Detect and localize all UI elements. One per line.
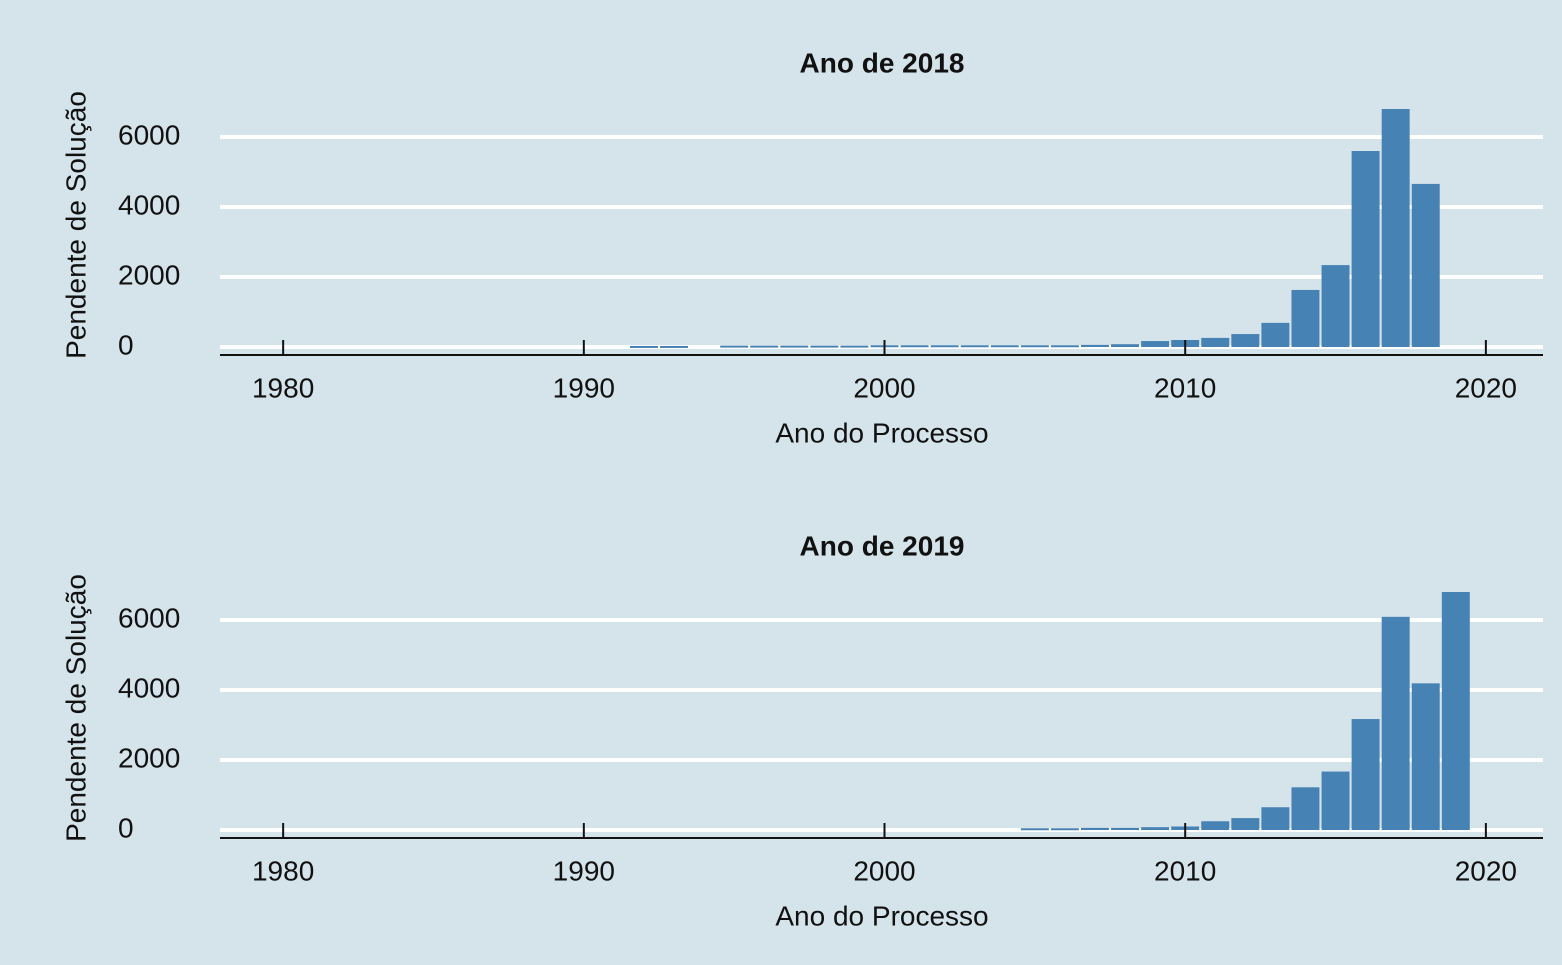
bar — [1261, 807, 1290, 830]
x-axis-label: Ano do Processo — [775, 417, 988, 448]
bar — [1231, 334, 1260, 347]
bar — [930, 345, 959, 348]
bar — [1201, 337, 1230, 347]
bar — [810, 345, 839, 348]
bar — [900, 345, 929, 348]
bar — [1081, 344, 1109, 347]
y-tick-label: 0 — [118, 329, 134, 360]
x-tick-label: 2010 — [1154, 372, 1216, 403]
bar — [1020, 828, 1049, 831]
x-axis-label: Ano do Processo — [775, 900, 988, 931]
bar — [1261, 322, 1290, 347]
y-tick-label: 6000 — [118, 119, 180, 150]
y-tick-label: 4000 — [118, 189, 180, 220]
bar — [660, 345, 689, 348]
bar — [1050, 345, 1079, 348]
bar — [1291, 289, 1320, 347]
y-axis-label: Pendente de Solução — [60, 574, 91, 842]
y-tick-label: 6000 — [118, 602, 180, 633]
bar — [1141, 341, 1170, 347]
x-tick-label: 1980 — [252, 372, 314, 403]
bar — [1141, 827, 1170, 830]
bar — [1050, 828, 1079, 831]
x-tick-label: 2020 — [1455, 372, 1517, 403]
bar — [1291, 787, 1320, 830]
bar — [1351, 719, 1380, 830]
bar — [1381, 616, 1410, 830]
bar — [1321, 265, 1350, 347]
x-tick-label: 2010 — [1154, 855, 1216, 886]
bar — [1321, 771, 1350, 830]
bar — [750, 345, 779, 348]
x-tick-label: 2000 — [853, 855, 915, 886]
bar — [1381, 109, 1410, 347]
bar — [1441, 592, 1470, 830]
bar — [1201, 821, 1230, 830]
bar — [780, 345, 809, 348]
chart-title: Ano de 2018 — [800, 47, 965, 78]
y-tick-label: 2000 — [118, 742, 180, 773]
bar — [629, 345, 658, 348]
bar — [1081, 827, 1109, 830]
bar — [960, 345, 989, 348]
y-tick-label: 4000 — [118, 672, 180, 703]
bar — [1231, 818, 1260, 830]
x-tick-label: 1990 — [553, 855, 615, 886]
y-axis-label: Pendente de Solução — [60, 91, 91, 359]
y-tick-label: 2000 — [118, 259, 180, 290]
bar — [1411, 683, 1440, 830]
bar — [1351, 151, 1380, 347]
y-tick-label: 0 — [118, 812, 134, 843]
bar — [1111, 344, 1140, 347]
x-tick-label: 1980 — [252, 855, 314, 886]
bar — [990, 345, 1019, 348]
x-tick-label: 1990 — [553, 372, 615, 403]
bar — [840, 345, 869, 348]
bar — [720, 345, 749, 348]
bar — [1020, 345, 1049, 348]
bar — [1411, 183, 1440, 347]
x-tick-label: 2000 — [853, 372, 915, 403]
bar — [1111, 827, 1140, 830]
chart-title: Ano de 2019 — [800, 530, 965, 561]
x-tick-label: 2020 — [1455, 855, 1517, 886]
